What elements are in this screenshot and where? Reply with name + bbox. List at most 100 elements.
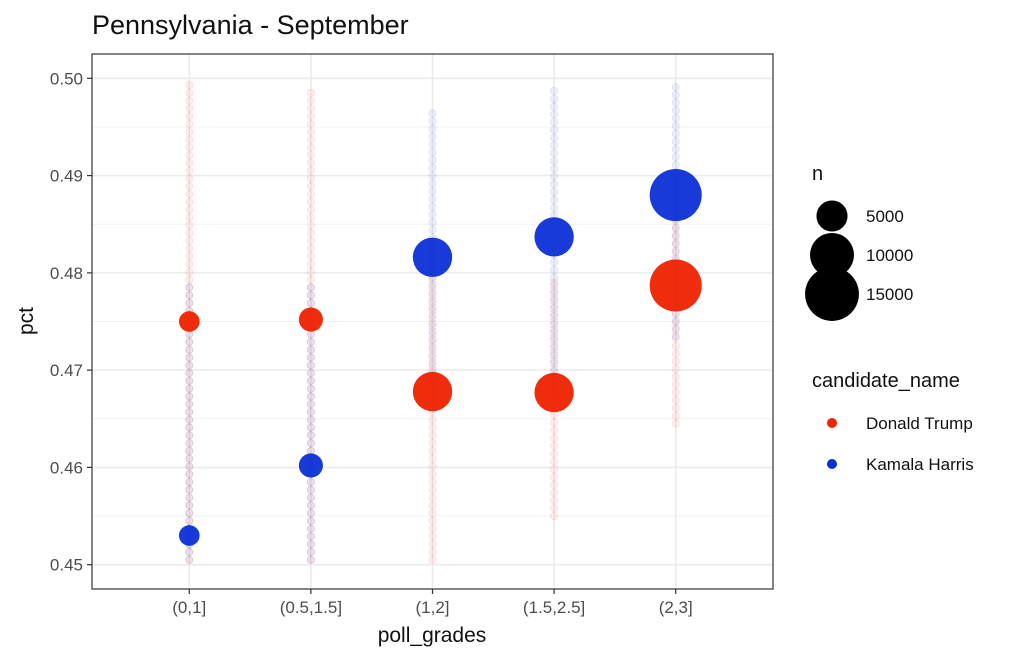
sample-point bbox=[428, 291, 437, 300]
sample-point bbox=[671, 129, 680, 138]
sample-point bbox=[671, 145, 680, 154]
sample-point bbox=[428, 148, 437, 157]
sample-point bbox=[550, 188, 559, 197]
sample-point bbox=[185, 291, 194, 300]
sample-point bbox=[550, 328, 559, 337]
sample-point bbox=[306, 369, 315, 378]
sample-point bbox=[185, 151, 194, 160]
sample-point bbox=[550, 504, 559, 513]
summary-point bbox=[178, 525, 200, 546]
sample-point bbox=[185, 485, 194, 494]
sample-point bbox=[185, 446, 194, 455]
sample-point bbox=[185, 454, 194, 463]
sample-point bbox=[306, 213, 315, 222]
sample-point bbox=[671, 153, 680, 162]
legend-color-key bbox=[827, 459, 837, 469]
sample-point bbox=[428, 358, 437, 367]
sample-point bbox=[306, 431, 315, 440]
sample-point bbox=[306, 400, 315, 409]
sample-point bbox=[185, 182, 194, 191]
sample-point bbox=[185, 244, 194, 253]
y-tick-label: 0.46 bbox=[50, 458, 83, 477]
sample-point bbox=[185, 228, 194, 237]
sample-point bbox=[185, 135, 194, 144]
sample-point bbox=[306, 260, 315, 269]
sample-point bbox=[185, 423, 194, 432]
sample-point bbox=[306, 516, 315, 525]
sample-point bbox=[306, 485, 315, 494]
sample-point bbox=[428, 555, 437, 564]
sample-point bbox=[306, 158, 315, 167]
sample-point bbox=[306, 524, 315, 533]
sample-point bbox=[671, 404, 680, 413]
sample-point bbox=[428, 132, 437, 141]
sample-point bbox=[550, 480, 559, 489]
sample-point bbox=[671, 121, 680, 130]
sample-point bbox=[550, 512, 559, 521]
sample-point bbox=[428, 156, 437, 165]
sample-point bbox=[428, 280, 437, 289]
sample-point bbox=[306, 120, 315, 129]
y-axis-title: pct bbox=[15, 307, 38, 335]
sample-point bbox=[185, 337, 194, 346]
sample-point bbox=[428, 454, 437, 463]
sample-point bbox=[550, 496, 559, 505]
summary-point bbox=[534, 217, 574, 257]
sample-point bbox=[185, 384, 194, 393]
sample-point bbox=[550, 320, 559, 329]
sample-point bbox=[306, 477, 315, 486]
sample-point bbox=[306, 361, 315, 370]
sample-point bbox=[185, 197, 194, 206]
sample-point bbox=[306, 415, 315, 424]
sample-point bbox=[671, 316, 680, 325]
y-tick-label: 0.50 bbox=[50, 69, 83, 88]
sample-point bbox=[185, 81, 194, 90]
sample-point bbox=[306, 392, 315, 401]
sample-point bbox=[306, 540, 315, 549]
sample-point bbox=[428, 226, 437, 235]
sample-point bbox=[550, 348, 559, 357]
sample-point bbox=[185, 190, 194, 199]
sample-point bbox=[185, 120, 194, 129]
sample-point bbox=[185, 174, 194, 183]
sample-point bbox=[185, 376, 194, 385]
sample-point bbox=[550, 94, 559, 103]
sample-point bbox=[428, 342, 437, 351]
sample-point bbox=[306, 283, 315, 292]
sample-point bbox=[428, 493, 437, 502]
legend-size-key bbox=[816, 200, 848, 232]
summary-point bbox=[412, 371, 453, 412]
sample-point bbox=[306, 151, 315, 160]
sample-point bbox=[428, 540, 437, 549]
x-tick-label: (1.5,2.5] bbox=[523, 598, 585, 617]
sample-point bbox=[306, 353, 315, 362]
sample-point bbox=[306, 291, 315, 300]
sample-point bbox=[185, 555, 194, 564]
sample-point bbox=[185, 431, 194, 440]
sample-point bbox=[185, 407, 194, 416]
sample-point bbox=[428, 516, 437, 525]
legend-size-title: n bbox=[812, 163, 823, 185]
legend-size-label: 5000 bbox=[866, 207, 904, 226]
sample-point bbox=[306, 345, 315, 354]
sample-point bbox=[428, 314, 437, 323]
sample-point bbox=[185, 369, 194, 378]
chart-title: Pennsylvania - September bbox=[92, 10, 409, 40]
sample-point bbox=[428, 109, 437, 118]
sample-point bbox=[185, 299, 194, 308]
sample-point bbox=[306, 88, 315, 97]
sample-point bbox=[185, 221, 194, 230]
sample-point bbox=[306, 135, 315, 144]
x-tick-label: (0.5,1.5] bbox=[280, 598, 342, 617]
sample-point bbox=[185, 143, 194, 152]
sample-point bbox=[671, 332, 680, 341]
sample-point bbox=[306, 205, 315, 214]
sample-point bbox=[306, 267, 315, 276]
sample-point bbox=[550, 465, 559, 474]
sample-point bbox=[550, 141, 559, 150]
sample-point bbox=[185, 384, 194, 393]
sample-point bbox=[306, 252, 315, 261]
sample-point bbox=[306, 509, 315, 518]
sample-point bbox=[306, 501, 315, 510]
sample-point bbox=[185, 104, 194, 113]
